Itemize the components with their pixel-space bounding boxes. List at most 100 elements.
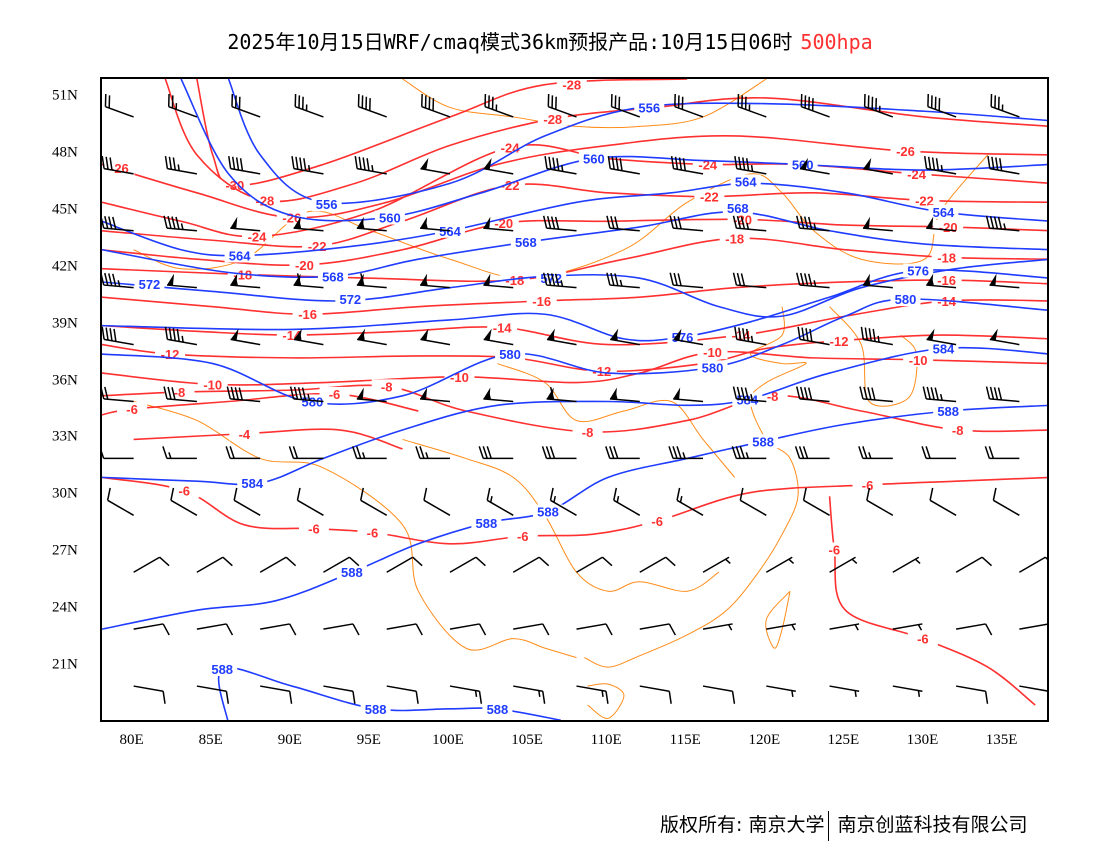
wind-barb — [323, 556, 360, 573]
wind-barb — [607, 156, 640, 175]
wind-barb — [731, 446, 767, 460]
x-tick-label: 90E — [277, 732, 302, 748]
height-contour-label-bg — [224, 248, 255, 263]
wind-barb — [766, 685, 796, 697]
wind-barb — [133, 556, 170, 573]
height-contour-label-bg — [578, 151, 609, 166]
temperature-contour-label: -6 — [126, 402, 138, 417]
y-tick-label: 39N — [52, 315, 78, 332]
map-plot-area: -30 -28 -28 -28 -26 -26 -26 -24 -24 -24 -24 -22 -22-… — [100, 77, 1049, 722]
y-tick-label: 45N — [52, 201, 78, 218]
wind-barb — [734, 156, 767, 175]
height-contour-label-bg — [933, 403, 964, 418]
wind-barb — [133, 623, 170, 636]
height-contour-label-bg — [311, 197, 342, 212]
wind-barb — [106, 487, 135, 516]
temperature-contour-label: -18 — [505, 273, 524, 288]
wind-barb — [196, 556, 233, 573]
temperature-contour-label: -28 — [562, 79, 581, 93]
temperature-contour-label-bg — [694, 189, 725, 204]
wind-barb — [926, 216, 957, 232]
temperature-contour-label: -22 — [915, 193, 934, 208]
wind-barb — [576, 623, 613, 636]
height-contour-label-bg — [482, 701, 513, 716]
wind-barb — [449, 556, 486, 573]
wind-barb — [732, 386, 767, 403]
temperature-contour-label: -10 — [909, 353, 928, 368]
wind-barb — [892, 685, 923, 697]
height-contour-label: 572 — [139, 277, 161, 292]
temperature-contour-label-bg — [526, 293, 557, 308]
wind-barb — [547, 94, 577, 118]
wind-barb — [486, 487, 514, 516]
height-contour-label: 556 — [638, 100, 660, 115]
wind-barb — [610, 328, 640, 346]
temperature-contour-label-bg — [495, 140, 526, 155]
temperature-contour-label: -26 — [896, 144, 915, 159]
x-tick-label: 80E — [119, 732, 144, 748]
wind-barb — [985, 215, 1020, 232]
wind-barb — [230, 273, 261, 289]
temperature-contour-label-bg — [249, 193, 280, 208]
wind-barb — [541, 446, 577, 460]
temperature-contour-label: -18 — [937, 250, 956, 265]
wind-barb — [923, 156, 957, 175]
wind-barb — [802, 487, 830, 516]
temperature-contour-label-bg — [824, 333, 855, 348]
wind-barb — [296, 487, 324, 516]
height-contours: 556 556 560 560 560 564 564 564 564 568 568 568 572 5… — [102, 79, 1047, 720]
wind-barb — [291, 156, 324, 175]
temperature-contour-line — [102, 183, 1047, 248]
wind-barb — [921, 446, 957, 460]
temperature-contour-label: -16 — [937, 273, 956, 288]
wind-barb — [863, 94, 894, 118]
wind-barb — [794, 446, 830, 460]
borders-layer — [133, 79, 989, 719]
wind-barb — [702, 556, 731, 573]
temperature-contour-label: -4 — [239, 427, 251, 442]
wind-barb — [799, 157, 830, 175]
temperature-contours: -30-28-28-28-26-26-26-24-24-24-24-22-22-… — [102, 79, 1047, 706]
wind-barb — [732, 272, 767, 289]
pressure-level: 500hpa — [800, 30, 873, 54]
height-contour-label-bg — [634, 100, 665, 115]
temperature-contour-label: -28 — [256, 193, 275, 208]
temperature-contour-label: -6 — [329, 387, 341, 402]
height-contour-label: 568 — [515, 235, 537, 250]
temperature-contour-label: -14 — [493, 321, 513, 336]
temperature-contour-label: -6 — [517, 529, 529, 544]
wind-barb — [226, 386, 261, 403]
wind-barb — [639, 685, 672, 704]
wind-barb — [829, 623, 860, 631]
temperature-contour-label-bg — [819, 542, 850, 557]
wind-barb — [415, 446, 450, 460]
wind-barb — [542, 215, 577, 232]
height-contour-label-bg — [510, 235, 541, 250]
wind-barb — [639, 623, 676, 636]
temperature-contour-label: -22 — [308, 239, 327, 254]
wind-barb — [606, 272, 640, 289]
wind-barb — [990, 94, 1020, 118]
wind-barb — [955, 685, 989, 704]
wind-barb — [359, 487, 388, 516]
wind-barb — [992, 487, 1020, 516]
height-contour-line — [102, 258, 1047, 318]
wind-barb — [420, 273, 451, 289]
x-tick-label: 100E — [432, 732, 464, 748]
y-tick-label: 30N — [52, 485, 78, 502]
height-contour-label-bg — [748, 434, 779, 449]
height-contour-label-bg — [890, 292, 921, 307]
wind-barb — [676, 487, 704, 516]
wind-barb — [423, 487, 451, 516]
wind-barb — [225, 446, 261, 460]
wind-barb — [354, 156, 387, 175]
height-contour-label-bg — [722, 201, 753, 215]
wind-barb — [1019, 623, 1047, 630]
temperature-contour-line — [102, 237, 1047, 283]
temperature-contour-label-bg — [444, 369, 475, 384]
wind-barb — [927, 94, 957, 118]
height-contour-label-bg — [697, 360, 728, 375]
wind-barb — [449, 685, 483, 704]
temperature-contour-label: -6 — [917, 632, 929, 647]
temperature-contour-label: -10 — [703, 345, 722, 360]
